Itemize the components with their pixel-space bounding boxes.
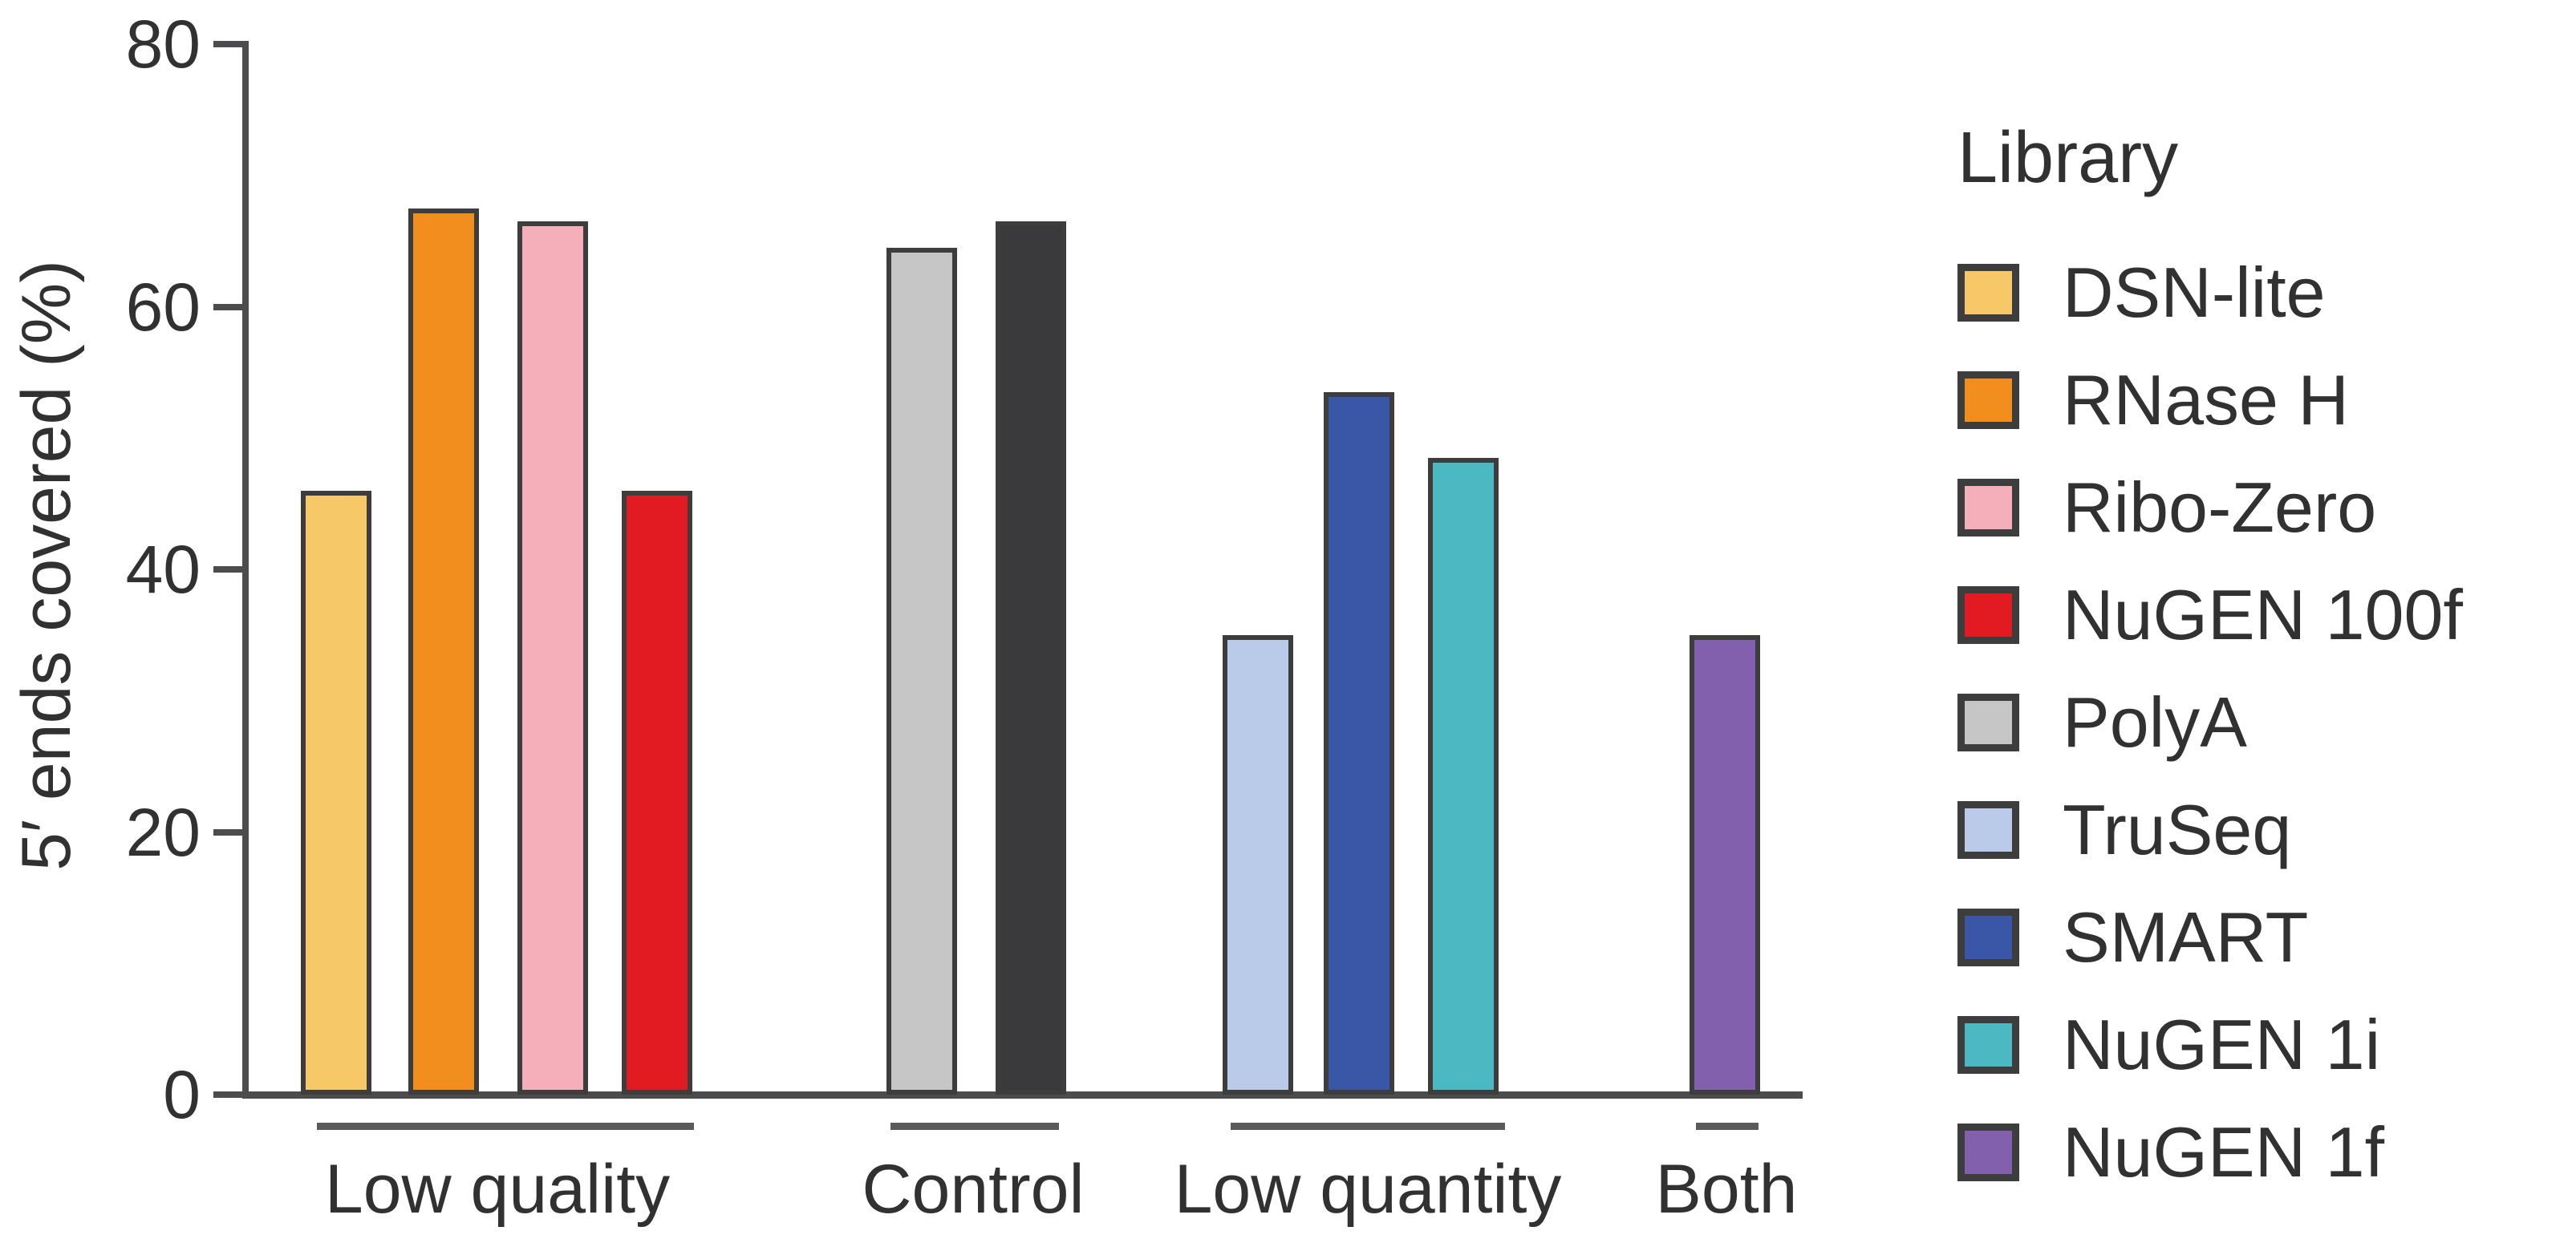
bar-truseq bbox=[1223, 635, 1293, 1095]
group-underline-both bbox=[1696, 1123, 1759, 1130]
legend-item-nugen-1i: NuGEN 1i bbox=[1957, 991, 2463, 1099]
y-tick-20 bbox=[213, 828, 242, 836]
bar-smart bbox=[1324, 392, 1394, 1095]
legend: Library DSN-lite RNase H Ribo-Zero NuGEN 10… bbox=[1957, 122, 2463, 1206]
y-axis-line bbox=[242, 41, 249, 1098]
legend-label-nugen-1f: NuGEN 1f bbox=[2063, 1112, 2385, 1192]
group-label-both: Both bbox=[1655, 1151, 1798, 1228]
bar-group2-2 bbox=[996, 221, 1066, 1095]
group-underline-control bbox=[890, 1123, 1059, 1130]
y-tick-label-80: 80 bbox=[125, 6, 201, 82]
group-label-low-quantity: Low quantity bbox=[1174, 1151, 1562, 1228]
y-tick-label-20: 20 bbox=[125, 794, 201, 870]
y-tick-label-0: 0 bbox=[163, 1057, 201, 1132]
legend-item-truseq: TruSeq bbox=[1957, 776, 2463, 884]
y-tick-label-60: 60 bbox=[125, 269, 201, 345]
legend-swatch-rnase-h bbox=[1957, 371, 2019, 429]
y-tick-80 bbox=[213, 41, 242, 47]
legend-swatch-smart bbox=[1957, 909, 2019, 966]
group-underline-low-quantity bbox=[1231, 1123, 1505, 1130]
legend-item-dsn-lite: DSN-lite bbox=[1957, 239, 2463, 346]
legend-items: DSN-lite RNase H Ribo-Zero NuGEN 100f PolyA T… bbox=[1957, 239, 2463, 1206]
legend-label-truseq: TruSeq bbox=[2063, 790, 2292, 869]
legend-item-nugen-1f: NuGEN 1f bbox=[1957, 1099, 2463, 1206]
legend-item-ribo-zero: Ribo-Zero bbox=[1957, 454, 2463, 561]
legend-swatch-nugen-100f bbox=[1957, 586, 2019, 644]
bar-rnase-h bbox=[408, 209, 479, 1095]
bar-nugen-100f bbox=[622, 491, 692, 1095]
bar-nugen-1i bbox=[1428, 458, 1499, 1095]
legend-label-ribo-zero: Ribo-Zero bbox=[2063, 468, 2377, 547]
legend-item-nugen-100f: NuGEN 100f bbox=[1957, 561, 2463, 669]
legend-title: Library bbox=[1957, 118, 2179, 198]
y-tick-0 bbox=[213, 1091, 242, 1098]
group-underline-low-quality bbox=[317, 1123, 694, 1130]
group-label-low-quality: Low quality bbox=[324, 1151, 671, 1228]
legend-label-nugen-100f: NuGEN 100f bbox=[2063, 575, 2463, 654]
bar-polya bbox=[886, 248, 957, 1095]
legend-swatch-nugen-1i bbox=[1957, 1016, 2019, 1074]
legend-item-polya: PolyA bbox=[1957, 669, 2463, 776]
legend-label-rnase-h: RNase H bbox=[2063, 360, 2349, 439]
legend-swatch-truseq bbox=[1957, 801, 2019, 859]
legend-item-rnase-h: RNase H bbox=[1957, 346, 2463, 454]
legend-label-polya: PolyA bbox=[2063, 682, 2247, 762]
x-axis-line bbox=[242, 1091, 1803, 1099]
y-tick-40 bbox=[213, 566, 242, 573]
legend-swatch-polya bbox=[1957, 694, 2019, 751]
legend-item-smart: SMART bbox=[1957, 884, 2463, 991]
legend-label-dsn-lite: DSN-lite bbox=[2063, 253, 2326, 332]
y-tick-label-40: 40 bbox=[125, 532, 201, 607]
legend-swatch-nugen-1f bbox=[1957, 1124, 2019, 1181]
legend-label-nugen-1i: NuGEN 1i bbox=[2063, 1005, 2381, 1084]
bar-nugen-1f bbox=[1690, 635, 1760, 1095]
bar-ribo-zero bbox=[517, 221, 588, 1095]
legend-swatch-ribo-zero bbox=[1957, 479, 2019, 536]
group-label-control: Control bbox=[862, 1151, 1085, 1228]
legend-swatch-dsn-lite bbox=[1957, 264, 2019, 322]
legend-label-smart: SMART bbox=[2063, 897, 2309, 977]
y-tick-60 bbox=[213, 303, 242, 310]
bar-dsn-lite bbox=[301, 491, 371, 1095]
